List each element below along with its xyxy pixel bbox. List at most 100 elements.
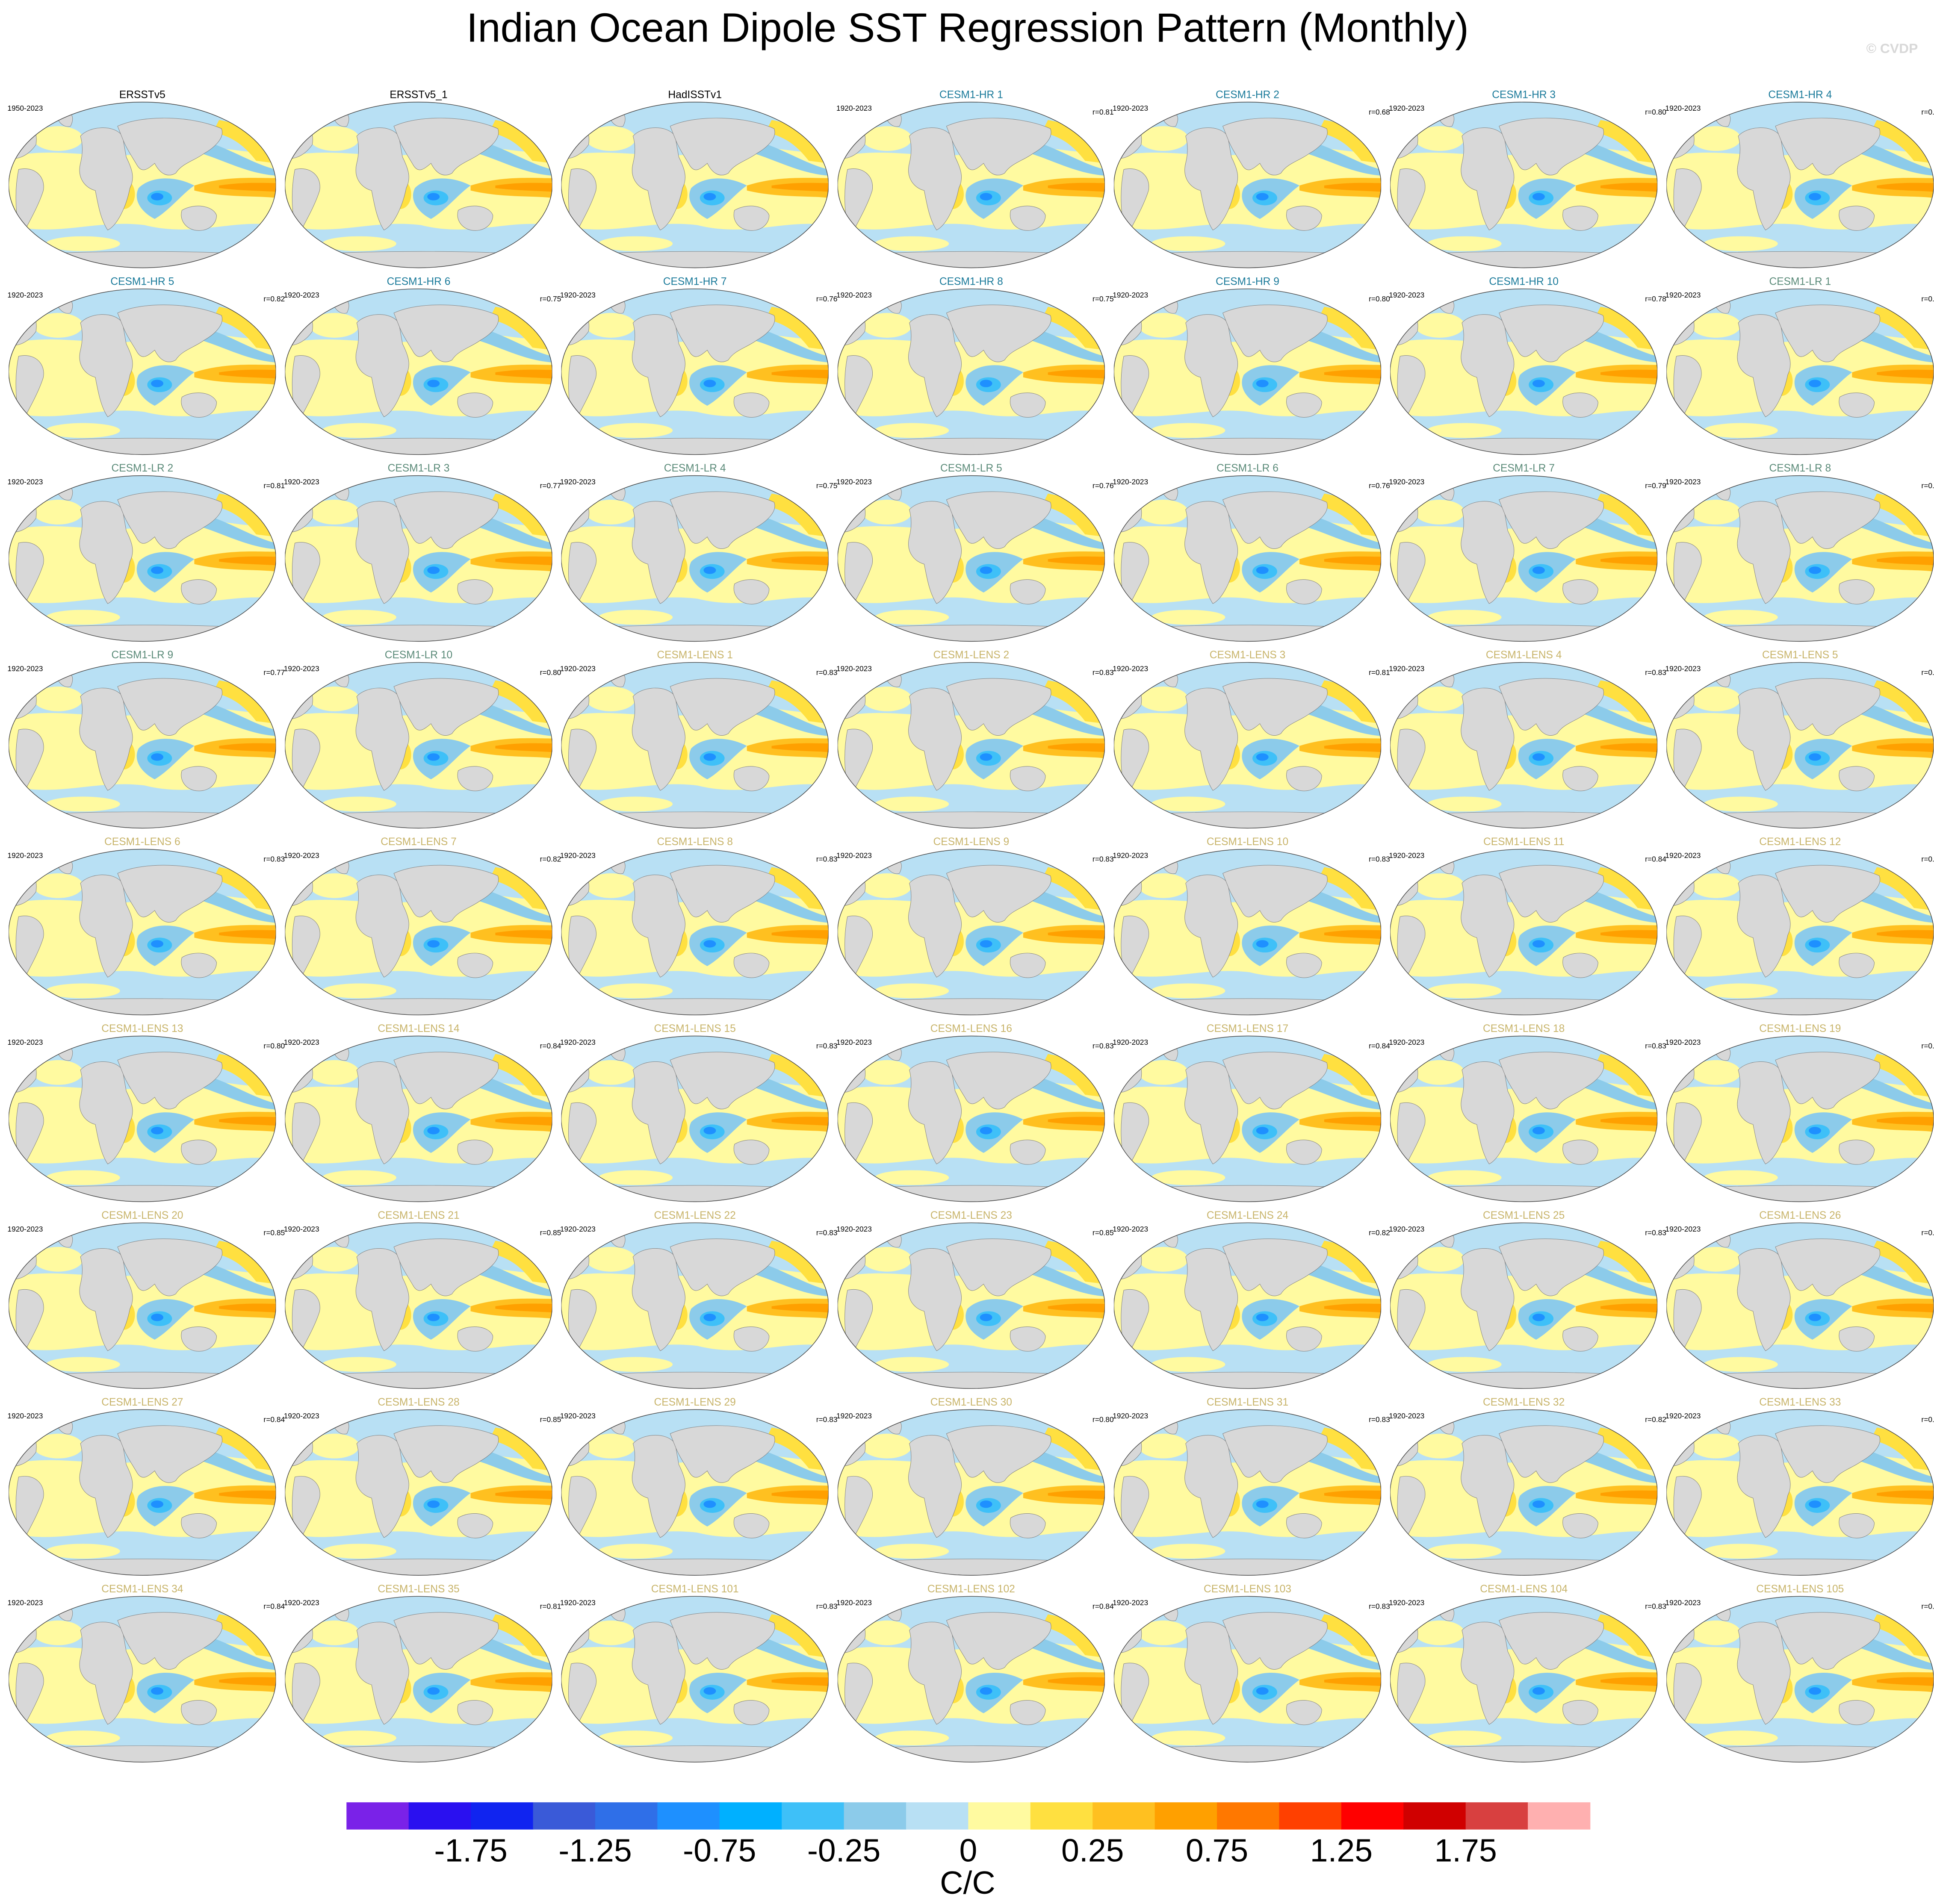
panel-period: 1920-2023 [284, 851, 319, 860]
panel: CESM1-LENS 4 1920-2023 r=0.83 [1389, 649, 1666, 829]
panel: CESM1-LR 4 1920-2023 r=0.75 [560, 463, 837, 642]
panel-r: r=0.85 [263, 1229, 285, 1237]
panel-title: CESM1-LR 7 [1493, 463, 1555, 474]
panel-title: CESM1-HR 5 [110, 276, 174, 287]
map-panel [1666, 1409, 1934, 1576]
panel: CESM1-LENS 19 1920-2023 r=0.8 [1665, 1023, 1934, 1203]
colorbar-box [1403, 1802, 1466, 1830]
panel-period: 1920-2023 [560, 1225, 596, 1233]
panel-period: 1920-2023 [1665, 1038, 1701, 1046]
panel-r: r=0.83 [816, 1229, 838, 1237]
map-panel [285, 849, 552, 1016]
panel-r: r=0.83 [1092, 1042, 1114, 1050]
map-panel [1114, 849, 1381, 1016]
colorbar-box [1341, 1802, 1404, 1830]
map-panel [838, 1222, 1105, 1389]
panel: CESM1-LENS 25 1920-2023 r=0.83 [1389, 1210, 1666, 1389]
panel-period: 1920-2023 [7, 851, 43, 860]
map-panel [1390, 288, 1657, 455]
map-panel [285, 288, 552, 455]
panel: CESM1-LENS 10 1920-2023 r=0.83 [1113, 836, 1390, 1016]
panel-period: 1920-2023 [560, 1598, 596, 1607]
panel-r: r=0.8 [1921, 108, 1934, 116]
panel: CESM1-LR 1 1920-2023 r=0.8 [1665, 276, 1934, 455]
panel-title: CESM1-LENS 26 [1759, 1210, 1841, 1221]
panel-title: CESM1-LENS 6 [104, 836, 180, 848]
panel-title: CESM1-LENS 17 [1207, 1023, 1288, 1035]
panel: CESM1-LENS 1 1920-2023 r=0.83 [560, 649, 837, 829]
panel-period: 1920-2023 [284, 477, 319, 486]
colorbar-tick-label: -1.25 [558, 1833, 632, 1869]
panel: CESM1-HR 1 1920-2023 r=0.81 [836, 89, 1114, 268]
panel-r: r=0.8 [1921, 1602, 1934, 1611]
map-panel [1114, 1222, 1381, 1389]
map-panel [561, 1222, 829, 1389]
panel-title: CESM1-LENS 35 [378, 1583, 459, 1595]
panel-r: r=0.77 [263, 668, 285, 677]
panel: CESM1-LENS 6 1920-2023 r=0.83 [7, 836, 285, 1016]
colorbar-box [968, 1802, 1031, 1830]
panel: CESM1-LENS 8 1920-2023 r=0.83 [560, 836, 837, 1016]
colorbar-box [1279, 1802, 1342, 1830]
map-panel [1114, 101, 1381, 268]
panel-r: r=0.80 [263, 1042, 285, 1050]
map-panel [9, 1409, 276, 1576]
panel-r: r=0.76 [816, 295, 838, 303]
panel-r: r=0.8 [1921, 1229, 1934, 1237]
panel-period: 1920-2023 [1665, 104, 1701, 112]
panel-period: 1920-2023 [1113, 104, 1148, 112]
map-panel [1666, 475, 1934, 642]
map-panel [1666, 1035, 1934, 1203]
panel-title: CESM1-LENS 24 [1207, 1210, 1288, 1221]
panel-title: CESM1-HR 3 [1492, 89, 1556, 100]
map-panel [1114, 288, 1381, 455]
panel-r: r=0.8 [1921, 295, 1934, 303]
panel-r: r=0.7 [1921, 481, 1934, 490]
panel-title: CESM1-LENS 21 [378, 1210, 459, 1221]
map-panel [561, 1596, 829, 1763]
panel-period: 1920-2023 [1113, 291, 1148, 299]
credit: © CVDP [1866, 41, 1918, 56]
panel-period: 1920-2023 [836, 104, 872, 112]
panel-title: CESM1-LR 5 [940, 463, 1002, 474]
panel-period: 1920-2023 [284, 1225, 319, 1233]
panel-period: 1920-2023 [836, 1225, 872, 1233]
panel: CESM1-LENS 21 1920-2023 r=0.85 [284, 1210, 561, 1389]
panel: CESM1-LENS 17 1920-2023 r=0.84 [1113, 1023, 1390, 1203]
map-panel [1666, 849, 1934, 1016]
colorbar-box [719, 1802, 782, 1830]
panel-r: r=0.81 [1092, 108, 1114, 116]
panel-title: CESM1-LENS 31 [1207, 1397, 1288, 1408]
panel-r: r=0.76 [1369, 481, 1390, 490]
panel: CESM1-LENS 34 1920-2023 r=0.84 [7, 1583, 285, 1763]
panel-title: CESM1-LENS 5 [1762, 649, 1838, 661]
panel-title: CESM1-LENS 101 [651, 1583, 739, 1595]
panel-title: CESM1-LENS 2 [933, 649, 1010, 661]
panel-period: 1920-2023 [1665, 664, 1701, 673]
panel-period: 1920-2023 [7, 291, 43, 299]
panel: CESM1-HR 10 1920-2023 r=0.78 [1389, 276, 1666, 455]
map-panel [838, 101, 1105, 268]
panel: CESM1-HR 3 1920-2023 r=0.80 [1389, 89, 1666, 268]
panel: CESM1-LENS 15 1920-2023 r=0.83 [560, 1023, 837, 1203]
panel-period: 1920-2023 [836, 664, 872, 673]
panel-r: r=0.83 [1369, 1602, 1390, 1611]
panel-title: CESM1-LENS 22 [654, 1210, 736, 1221]
panel-period: 1920-2023 [560, 664, 596, 673]
panel: CESM1-LENS 11 1920-2023 r=0.84 [1389, 836, 1666, 1016]
map-panel [1390, 849, 1657, 1016]
map-panel [9, 101, 276, 268]
colorbar-box [1030, 1802, 1093, 1830]
map-panel [285, 475, 552, 642]
panel-period: 1920-2023 [1665, 291, 1701, 299]
panel: CESM1-LENS 26 1920-2023 r=0.8 [1665, 1210, 1934, 1389]
panel-period: 1920-2023 [560, 477, 596, 486]
panel-title: CESM1-LR 9 [111, 649, 173, 661]
colorbar-box [1217, 1802, 1280, 1830]
panel-period: 1920-2023 [1113, 1598, 1148, 1607]
panel-title: CESM1-LENS 34 [101, 1583, 183, 1595]
colorbar-box [1092, 1802, 1155, 1830]
panel: CESM1-HR 4 1920-2023 r=0.8 [1665, 89, 1934, 268]
map-panel [285, 1222, 552, 1389]
panel-r: r=0.84 [1369, 1042, 1390, 1050]
